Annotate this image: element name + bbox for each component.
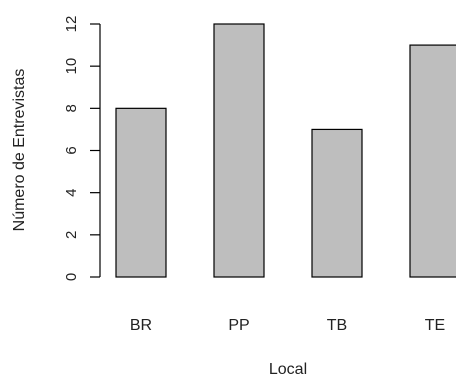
x-category-labels: BR PP TB TE	[130, 317, 445, 334]
y-tick-label-12: 12	[63, 16, 80, 33]
x-axis-label: Local	[269, 361, 307, 378]
bar-tb	[311, 128, 363, 278]
y-tick-label-8: 8	[63, 104, 80, 112]
x-category-label-te: TE	[425, 317, 445, 334]
y-tick-label-0: 0	[63, 273, 80, 281]
bar-pp	[213, 23, 265, 278]
y-tick-label-2: 2	[63, 231, 80, 239]
y-tick-label-4: 4	[63, 188, 80, 196]
y-axis-label: Número de Entrevistas	[11, 69, 28, 232]
x-category-label-br: BR	[130, 317, 152, 334]
bars-group	[115, 23, 456, 278]
y-axis: 0 2 4 6 8 10 12	[63, 16, 101, 281]
x-category-label-pp: PP	[228, 317, 249, 334]
bar-br	[115, 107, 167, 278]
y-tick-label-10: 10	[63, 58, 80, 75]
x-category-label-tb: TB	[327, 317, 347, 334]
bar-te	[409, 44, 456, 278]
y-tick-label-6: 6	[63, 146, 80, 154]
